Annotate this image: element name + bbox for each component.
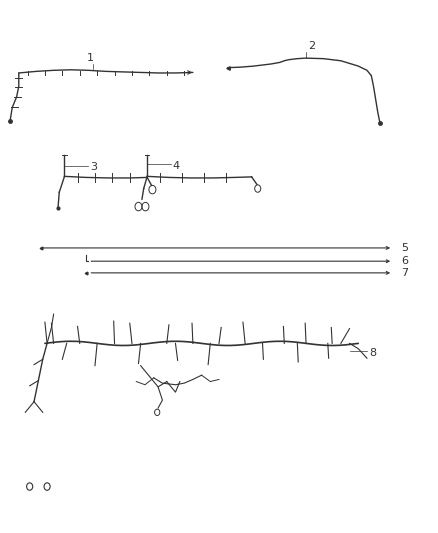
- Text: 7: 7: [401, 268, 408, 278]
- Text: 5: 5: [401, 243, 408, 253]
- Text: 1: 1: [87, 53, 94, 63]
- Text: 3: 3: [90, 163, 97, 172]
- Text: 8: 8: [369, 348, 376, 358]
- Text: 2: 2: [308, 41, 315, 51]
- Text: 6: 6: [401, 256, 408, 266]
- Text: 4: 4: [173, 161, 180, 171]
